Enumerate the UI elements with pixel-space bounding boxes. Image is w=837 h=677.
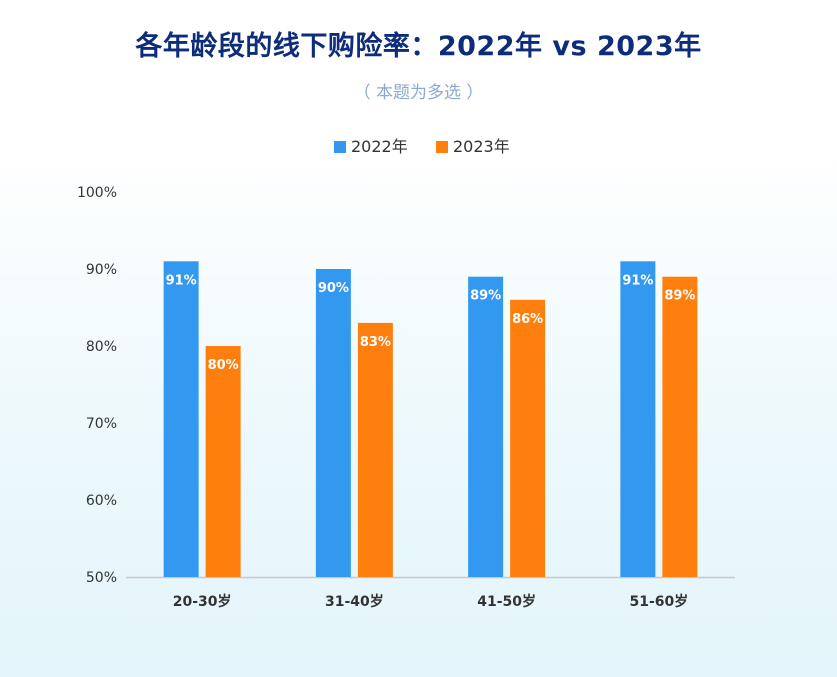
data-label: 89% (470, 289, 501, 304)
data-label: 80% (208, 358, 239, 373)
bar-2022 (468, 276, 504, 577)
x-tick-label: 31-40岁 (325, 593, 384, 610)
chart-subtitle: （ 本题为多选 ） (353, 83, 484, 103)
legend-swatch (436, 141, 448, 153)
data-label: 89% (664, 289, 695, 304)
data-label: 83% (360, 335, 391, 350)
legend-label: 2023年 (453, 137, 510, 156)
data-label: 91% (166, 273, 197, 288)
y-tick-label: 50% (86, 570, 117, 586)
chart-title: 各年龄段的线下购险率：2022年 vs 2023年 (135, 31, 702, 62)
data-label: 86% (512, 312, 543, 327)
y-tick-label: 70% (86, 416, 117, 432)
bar-2023 (357, 322, 393, 577)
bar-2023 (510, 299, 546, 577)
data-label: 90% (318, 281, 349, 296)
legend-label: 2022年 (351, 137, 408, 156)
x-tick-label: 41-50岁 (477, 593, 536, 610)
bar-2022 (163, 261, 199, 577)
data-label: 91% (622, 273, 653, 288)
bar-2022 (620, 261, 656, 577)
bar-2022 (315, 269, 351, 577)
x-tick-label: 20-30岁 (173, 593, 232, 610)
y-tick-label: 100% (77, 185, 117, 201)
bar-2023 (205, 346, 241, 577)
bar-2023 (662, 276, 698, 577)
y-tick-label: 80% (86, 339, 117, 355)
y-tick-label: 60% (86, 493, 117, 509)
x-tick-label: 51-60岁 (629, 593, 688, 610)
legend-swatch (334, 141, 346, 153)
y-tick-label: 90% (86, 262, 117, 278)
